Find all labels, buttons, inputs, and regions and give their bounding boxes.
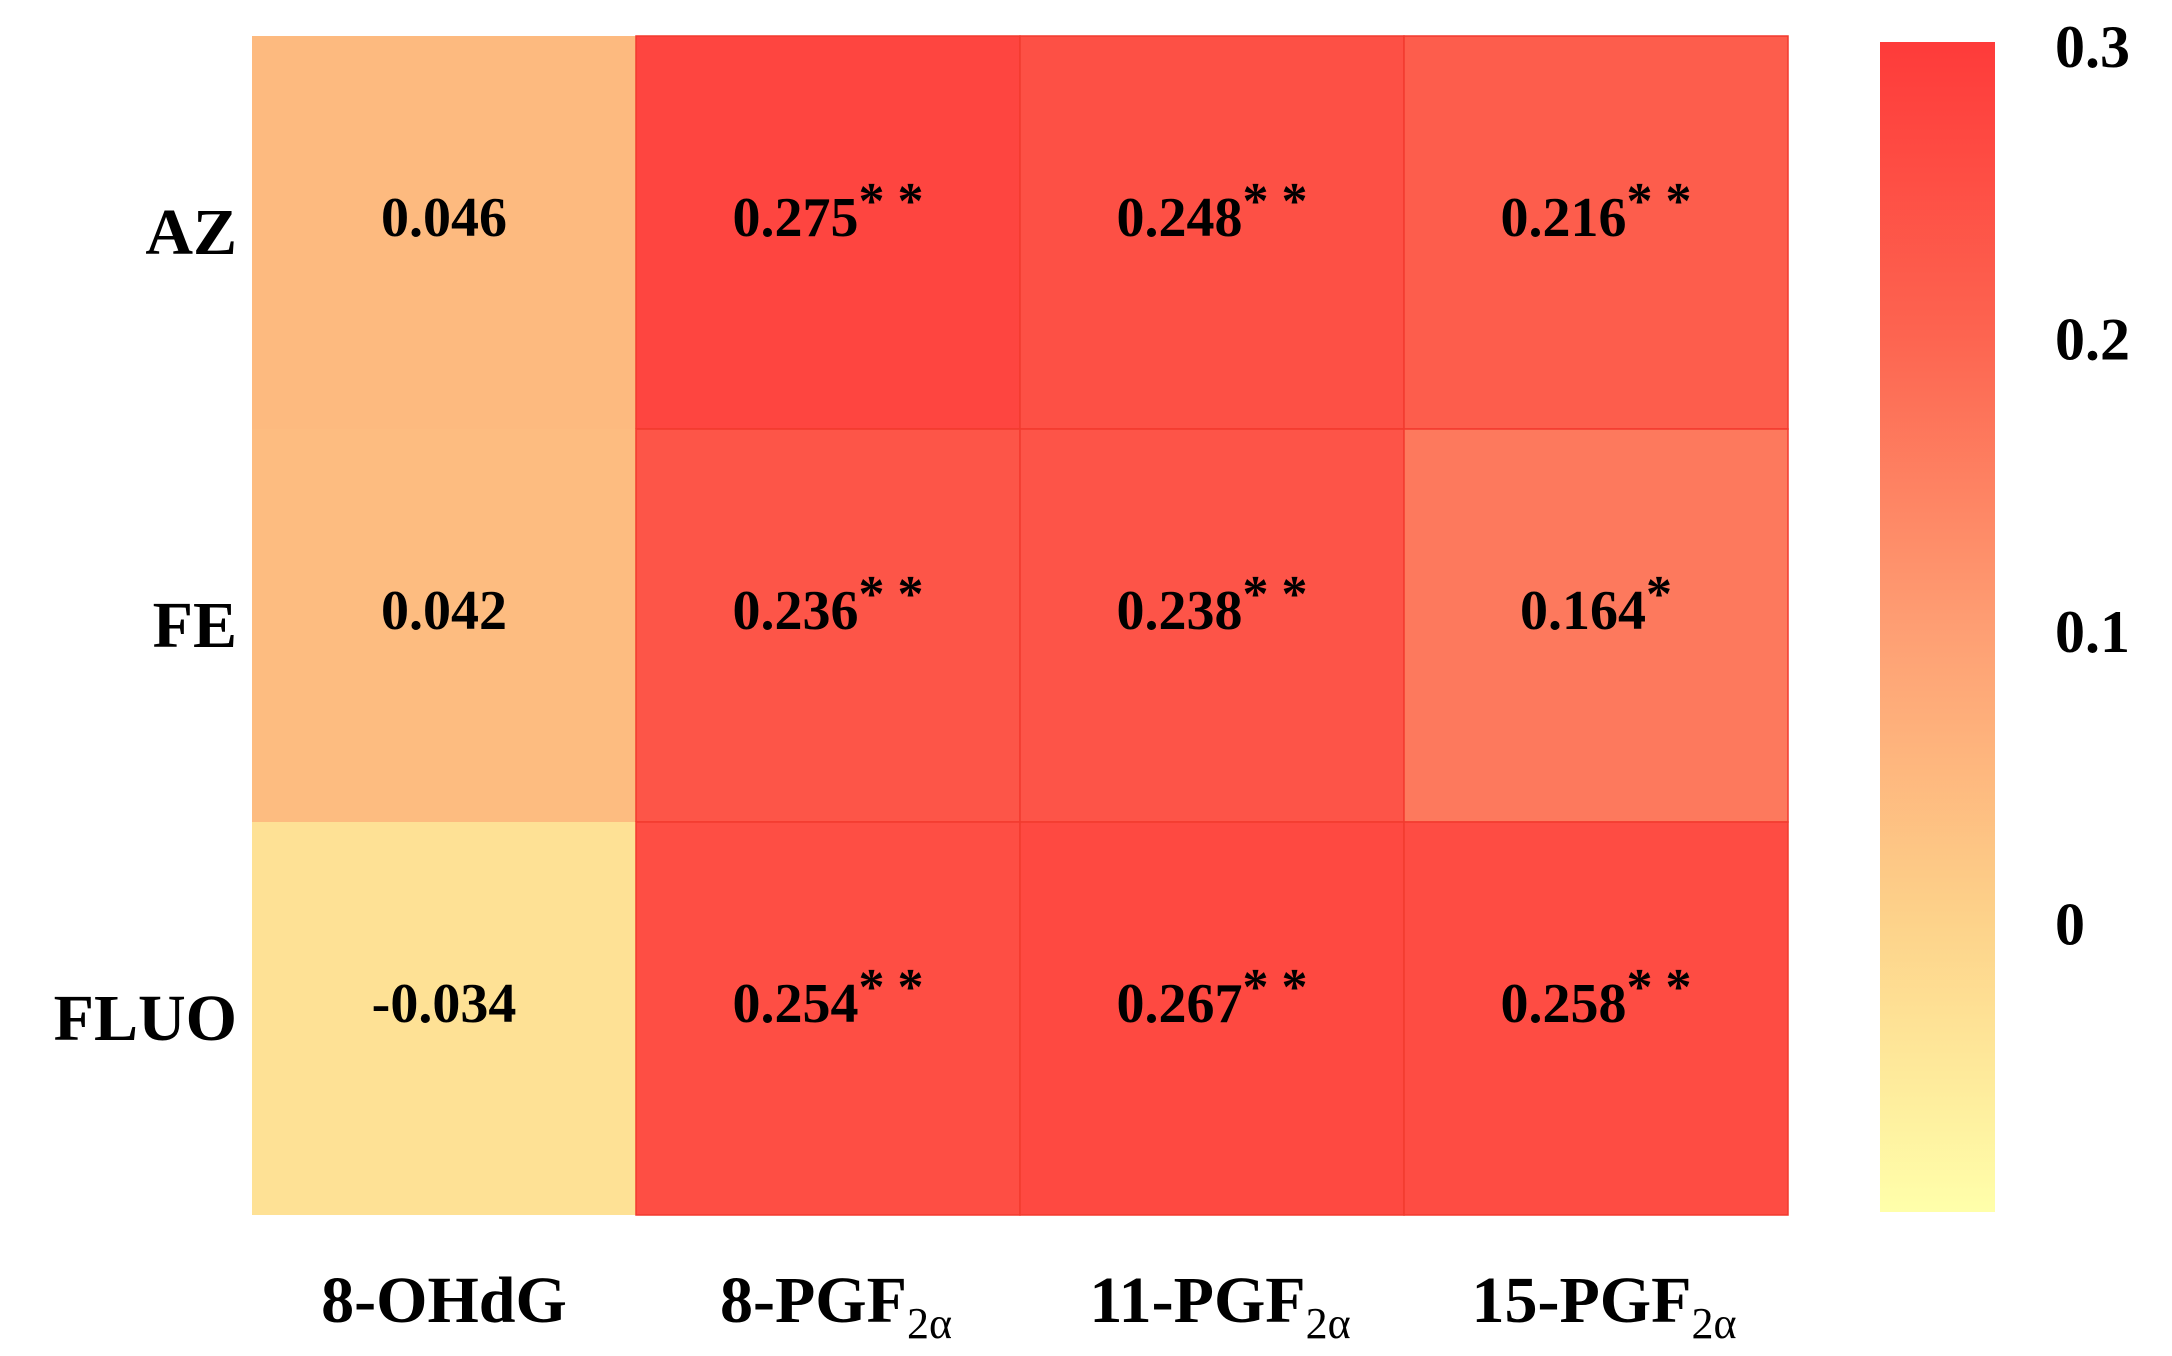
colorbar-tick-label: 0.3 [2055, 14, 2130, 80]
heatmap-cell [635, 428, 1021, 823]
heatmap-cell [1403, 35, 1789, 430]
colorbar-gradient [1880, 42, 1995, 1212]
heatmap-cell [1403, 821, 1789, 1216]
column-label: 8-PGF2α [720, 1264, 952, 1348]
cell-value-label: -0.034 [372, 973, 517, 1035]
cell-value-label: 0.216* * [1501, 173, 1692, 249]
heatmap-cell [252, 429, 636, 822]
heatmap-cells [252, 35, 1789, 1216]
column-label: 11-PGF2α [1089, 1264, 1350, 1348]
cell-value-label: 0.164* [1520, 566, 1672, 642]
heatmap-cell [635, 821, 1021, 1216]
row-labels: AZ FE FLUO [54, 196, 237, 1055]
cell-value-label: 0.267* * [1117, 959, 1308, 1035]
heatmap-cell [1403, 428, 1789, 823]
row-label: AZ [145, 196, 237, 269]
heatmap-cell [1019, 821, 1405, 1216]
column-label: 8-OHdG [321, 1264, 567, 1337]
heatmap-cell [252, 822, 636, 1215]
column-labels: 8-OHdG 8-PGF2α 11-PGF2α 15-PGF2α [321, 1264, 1736, 1348]
row-label: FLUO [54, 982, 237, 1055]
colorbar-tick-label: 0.2 [2055, 307, 2130, 373]
cell-value-label: 0.254* * [733, 959, 924, 1035]
heatmap-cell [1019, 428, 1405, 823]
cell-value-label: 0.248* * [1117, 173, 1308, 249]
heatmap-cell [252, 36, 636, 429]
heatmap-cell [635, 35, 1021, 430]
cell-labels: 0.046 0.275* * 0.248* * 0.216* * 0.042 0.236*… [372, 173, 1692, 1035]
colorbar-tick-label: 0.1 [2055, 599, 2130, 665]
column-label: 15-PGF2α [1471, 1264, 1736, 1348]
row-label: FE [153, 589, 237, 662]
cell-value-label: 0.238* * [1117, 566, 1308, 642]
colorbar: 0.3 0.2 0.1 0 [1880, 14, 2130, 1212]
cell-value-label: 0.258* * [1501, 959, 1692, 1035]
cell-value-label: 0.042 [381, 580, 507, 642]
colorbar-tick-label: 0 [2055, 892, 2085, 958]
cell-value-label: 0.275* * [733, 173, 924, 249]
cell-value-label: 0.046 [381, 187, 507, 249]
heatmap-cell [1019, 35, 1405, 430]
cell-value-label: 0.236* * [733, 566, 924, 642]
